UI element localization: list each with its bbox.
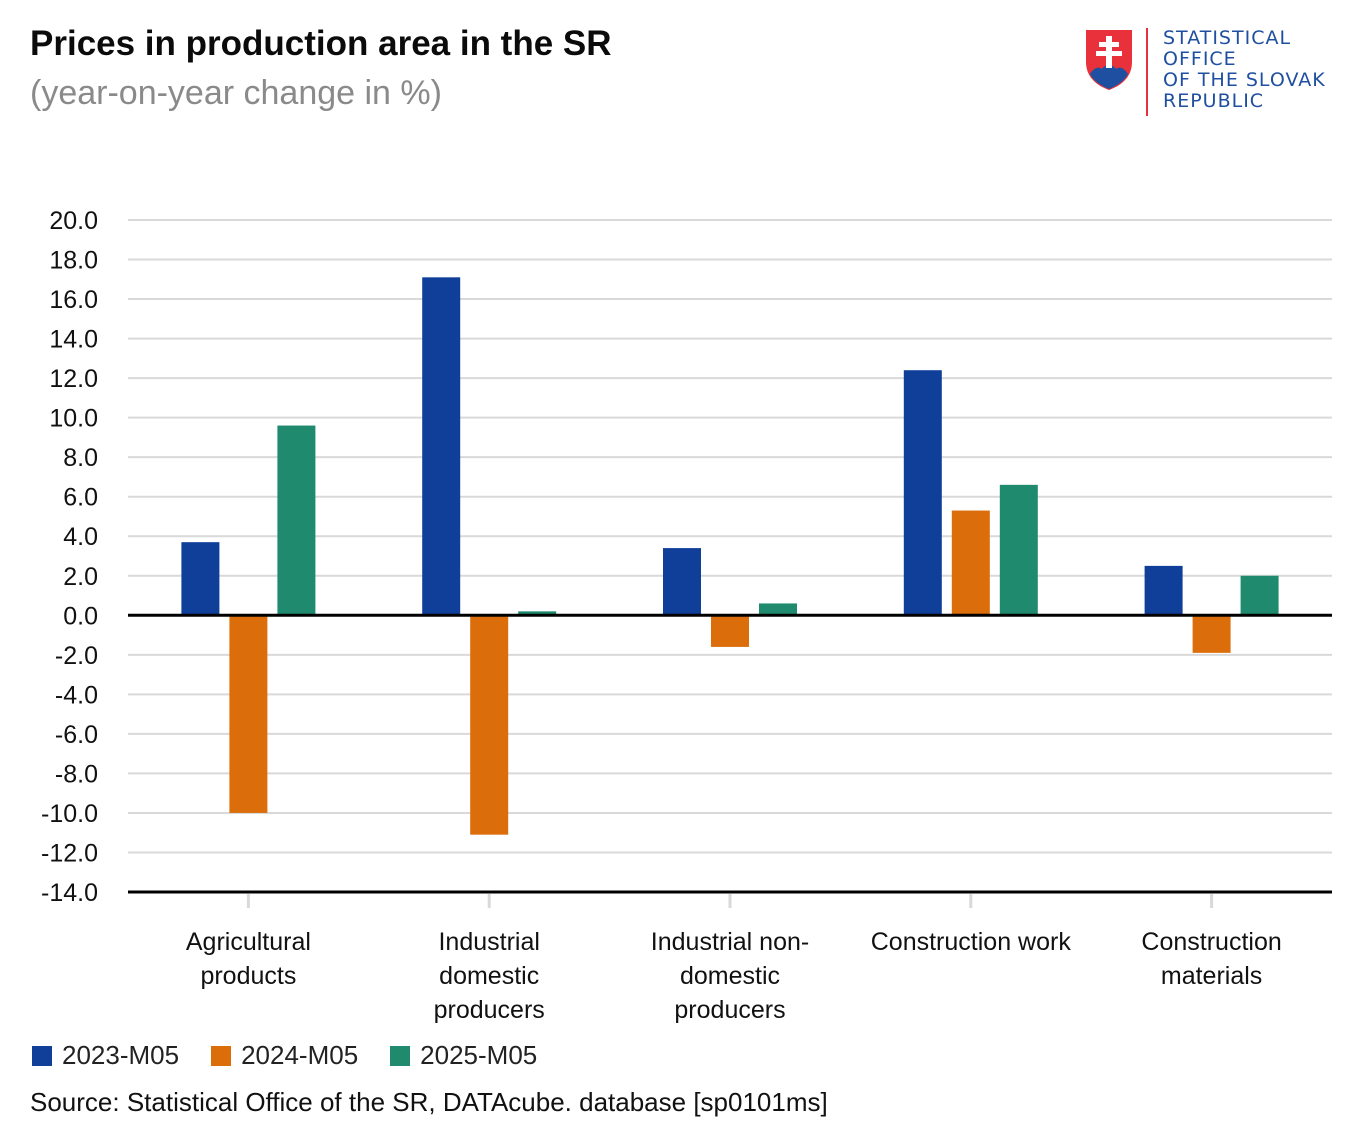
y-tick-label: 8.0 — [63, 444, 98, 472]
bar — [999, 484, 1038, 616]
bar — [229, 615, 268, 813]
bar — [711, 615, 749, 647]
legend-label: 2025-M05 — [420, 1040, 538, 1070]
y-tick-label: 20.0 — [49, 207, 98, 235]
y-tick-label: -6.0 — [55, 721, 98, 749]
x-category-label: products — [200, 962, 296, 990]
y-tick-label: 14.0 — [49, 326, 98, 354]
x-category-label: domestic — [439, 962, 539, 990]
organization-name: STATISTICAL OFFICE OF THE SLOVAK REPUBLI… — [1163, 28, 1326, 112]
x-category-label: producers — [674, 996, 785, 1024]
legend-swatch — [390, 1045, 411, 1066]
bar — [759, 603, 797, 616]
y-tick-label: 18.0 — [49, 247, 98, 275]
chart-subtitle: (year-on-year change in %) — [30, 74, 442, 112]
legend-swatch — [211, 1045, 232, 1066]
y-tick-label: -2.0 — [55, 642, 98, 670]
legend-item[interactable]: 2025-M05 — [390, 1040, 537, 1071]
bar — [1240, 575, 1279, 616]
x-category-label: Industrial non- — [651, 928, 809, 956]
source-note: Source: Statistical Office of the SR, DA… — [30, 1087, 828, 1117]
y-tick-label: 0.0 — [63, 602, 98, 630]
legend-label: 2023-M05 — [62, 1040, 180, 1070]
legend-swatch — [32, 1045, 52, 1066]
bar — [1192, 615, 1231, 653]
y-tick-label: 2.0 — [63, 563, 98, 591]
y-tick-label: -4.0 — [55, 681, 98, 709]
organization-name-line: REPUBLIC — [1163, 90, 1265, 112]
y-tick-label: -12.0 — [41, 839, 98, 867]
organization-name-line: OF THE SLOVAK — [1163, 69, 1326, 91]
y-tick-label: 4.0 — [63, 523, 98, 551]
y-tick-label: 6.0 — [63, 484, 98, 512]
coat-of-arms-icon — [1086, 30, 1132, 90]
y-tick-label: -14.0 — [41, 879, 98, 907]
bar — [663, 548, 701, 616]
legend-item[interactable]: 2024-M05 — [211, 1040, 358, 1071]
x-category-label: materials — [1161, 962, 1262, 990]
organization-name-line: OFFICE — [1163, 48, 1237, 70]
legend-item[interactable]: 2023-M05 — [32, 1040, 179, 1071]
bar — [470, 615, 509, 835]
bar — [277, 425, 316, 616]
x-category-label: producers — [434, 996, 545, 1024]
organization-name-line: STATISTICAL — [1163, 27, 1292, 49]
bar — [518, 611, 557, 616]
y-tick-label: 10.0 — [49, 405, 98, 433]
logo-divider — [1146, 28, 1148, 116]
y-tick-label: 12.0 — [49, 365, 98, 393]
y-tick-label: -10.0 — [41, 800, 98, 828]
bar — [903, 370, 942, 616]
bar — [181, 542, 220, 616]
bar-chart: 20.0 18.0 16.0 14.0 12.0 10.0 8.0 6.0 4.0 2.0 0.0 -… — [41, 207, 1332, 1024]
y-tick-label: 16.0 — [49, 286, 98, 314]
bar — [951, 510, 990, 616]
chart-legend: 2023-M05 2024-M05 2025-M05 — [32, 1040, 569, 1071]
x-category-label: Construction work — [871, 928, 1072, 956]
bar — [1144, 565, 1183, 616]
legend-label: 2024-M05 — [241, 1040, 359, 1070]
bar — [422, 277, 461, 616]
x-category-label: domestic — [680, 962, 780, 990]
x-category-label: Construction — [1141, 928, 1281, 956]
x-category-label: Agricultural — [186, 928, 311, 956]
chart-title: Prices in production area in the SR — [30, 24, 612, 63]
y-tick-label: -8.0 — [55, 760, 98, 788]
x-category-label: Industrial — [438, 928, 539, 956]
statistical-office-logo[interactable]: STATISTICAL OFFICE OF THE SLOVAK REPUBLI… — [1084, 28, 1344, 120]
